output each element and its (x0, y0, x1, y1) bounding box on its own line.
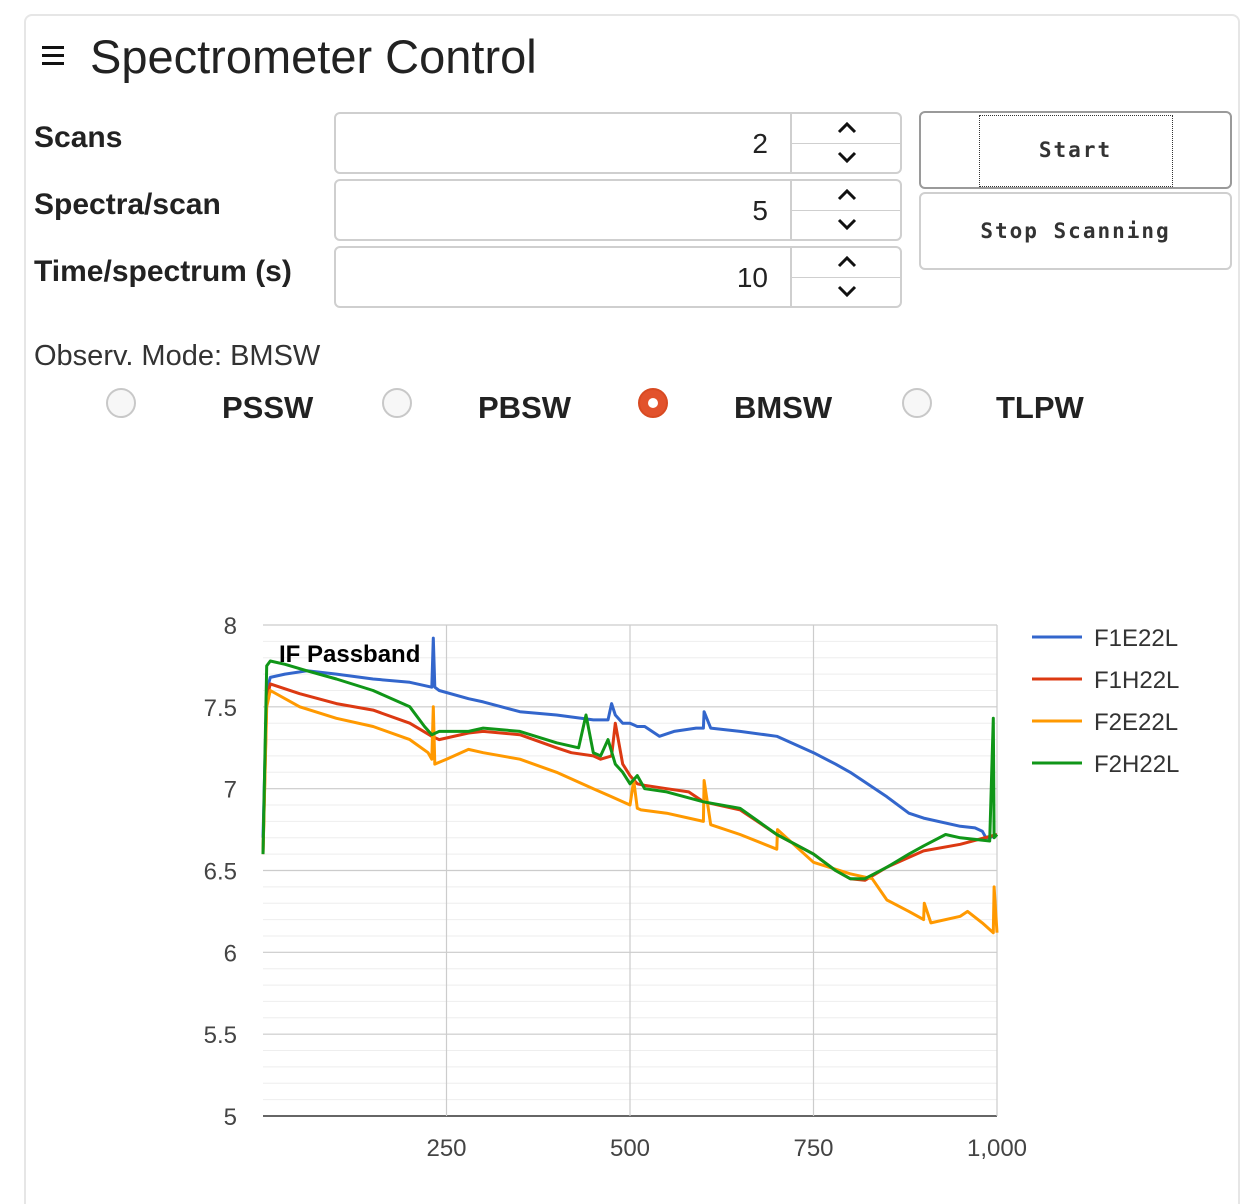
time-per-spectrum-stepper-arrows (790, 248, 902, 306)
chart-title: IF Passband (279, 641, 420, 668)
spectra-per-scan-stepper-arrows (790, 181, 902, 239)
focus-ring (979, 115, 1173, 187)
scans-stepper-arrows (790, 114, 902, 172)
spectrometer-panel (24, 14, 1240, 1204)
y-tick-label: 5 (224, 1104, 237, 1131)
radio-pbsw[interactable] (382, 388, 412, 418)
radio-label-pssw: PSSW (222, 390, 314, 425)
time-per-spectrum-stepper[interactable]: 10 (334, 246, 902, 308)
scans-value[interactable]: 2 (752, 128, 768, 159)
chevron-down-icon[interactable] (836, 214, 858, 234)
start-button[interactable]: Start (919, 111, 1232, 189)
spectra-per-scan-value[interactable]: 5 (752, 195, 768, 226)
series-line-f1e22l (261, 636, 998, 840)
radio-pssw[interactable] (106, 388, 136, 418)
page-title: Spectrometer Control (90, 29, 537, 83)
y-tick-label: 7.5 (204, 695, 237, 722)
chevron-down-icon[interactable] (836, 281, 858, 301)
radio-label-bmsw: BMSW (734, 390, 833, 425)
legend-label: F1H22L (1094, 667, 1179, 694)
radio-label-pbsw: PBSW (478, 390, 571, 425)
chevron-up-icon[interactable] (836, 252, 858, 272)
chevron-down-icon[interactable] (836, 147, 858, 167)
spectra-per-scan-label: Spectra/scan (34, 188, 221, 221)
chevron-up-icon[interactable] (836, 118, 858, 138)
series-line-f2h22l (261, 659, 999, 881)
legend-label: F1E22L (1094, 625, 1178, 652)
y-tick-label: 7 (224, 777, 237, 804)
x-tick-label: 750 (793, 1135, 833, 1162)
stop-scanning-button-label: Stop Scanning (980, 219, 1171, 243)
series-line-f2e22l (261, 689, 999, 935)
start-button-label: Start (1038, 138, 1113, 162)
y-tick-label: 6 (224, 940, 237, 967)
legend-label: F2E22L (1094, 709, 1178, 736)
y-tick-label: 8 (224, 613, 237, 640)
stop-scanning-button[interactable]: Stop Scanning (919, 192, 1232, 270)
legend-label: F2H22L (1094, 751, 1179, 778)
radio-bmsw[interactable] (638, 388, 668, 418)
panel-header: Spectrometer Control (40, 28, 537, 84)
radio-tlpw[interactable] (902, 388, 932, 418)
hamburger-menu-icon[interactable] (40, 46, 66, 66)
x-tick-label: 250 (426, 1135, 466, 1162)
time-per-spectrum-label: Time/spectrum (s) (34, 255, 292, 288)
y-tick-label: 6.5 (204, 859, 237, 886)
radio-label-tlpw: TLPW (996, 390, 1084, 425)
time-per-spectrum-value[interactable]: 10 (736, 262, 768, 293)
y-tick-label: 5.5 (204, 1022, 237, 1049)
chevron-up-icon[interactable] (836, 185, 858, 205)
observation-mode-label: Observ. Mode: BMSW (34, 340, 321, 372)
spectra-per-scan-stepper[interactable]: 5 (334, 179, 902, 241)
x-tick-label: 500 (610, 1135, 650, 1162)
x-tick-label: 1,000 (967, 1135, 1027, 1162)
scans-stepper[interactable]: 2 (334, 112, 902, 174)
scans-label: Scans (34, 121, 123, 154)
